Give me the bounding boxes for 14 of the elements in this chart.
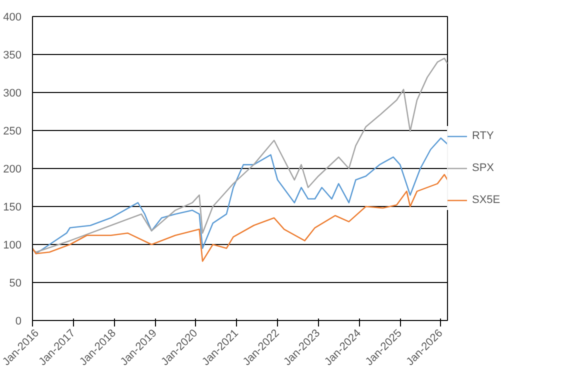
legend-label: SX5E (472, 194, 500, 206)
y-tick-label: 400 (3, 12, 22, 24)
y-tick-label: 350 (3, 50, 22, 62)
y-tick-label: 150 (3, 202, 22, 214)
y-tick-label: 100 (3, 240, 22, 252)
legend-label: RTY (472, 130, 494, 142)
y-tick-label: 0 (15, 316, 22, 328)
y-tick-label: 250 (3, 126, 22, 138)
y-tick-label: 200 (3, 164, 22, 176)
y-tick-label: 300 (3, 88, 22, 100)
line-series (32, 174, 448, 262)
legend-label: SPX (472, 162, 494, 174)
line-series (32, 58, 448, 253)
y-tick-label: 50 (9, 278, 22, 290)
